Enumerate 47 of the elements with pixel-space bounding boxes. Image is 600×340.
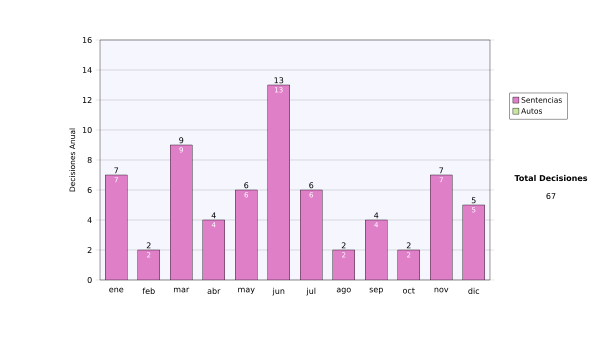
total-label: 4 [212,212,216,218]
bar [430,174,452,280]
y-tick-label: 0 [88,276,92,284]
x-tick-label: sep [370,288,383,294]
bar [268,84,290,280]
bar [398,250,420,280]
total-label: 4 [374,212,378,218]
x-tick-label: jul [306,288,316,296]
x-tick-label: ago [336,288,351,294]
y-tick-label: 8 [88,156,92,164]
bar [332,250,355,280]
total-label: 6 [244,182,248,188]
total-label: 2 [146,242,150,248]
bar [105,174,128,280]
y-tick-label: 6 [88,186,92,194]
x-tick-label: abr [208,288,220,294]
total-label: 7 [114,167,118,174]
bar [462,204,485,280]
x-tick-label: nov [434,288,448,292]
x-tick-label: oct [402,288,415,294]
total-label: 13 [274,77,284,84]
y-tick-label: 14 [82,67,92,73]
total-label: 2 [342,242,346,248]
bar [202,220,225,280]
y-tick-label: 2 [88,247,92,253]
x-tick-label: feb [142,288,155,294]
total-label: 9 [179,137,184,144]
text: Total Decisiones [514,174,588,182]
y-tick-label: 12 [82,97,92,103]
total-label: 2 [406,242,410,248]
bar [170,144,192,280]
total-label: 5 [472,197,476,204]
x-tick-label: may [238,288,255,294]
y-tick-label: 10 [82,126,92,134]
text: 67 [546,192,556,200]
total-label: 6 [309,182,314,188]
x-tick-label: mar [174,288,190,292]
x-tick-label: jun [272,288,284,296]
y-tick-label: 16 [82,36,92,44]
total-label: 7 [439,167,444,174]
bar [138,250,160,280]
bar [300,190,322,280]
y-tick-label: 4 [88,217,92,223]
x-tick-label: ene [109,288,124,292]
bar [235,190,258,280]
bar [365,220,388,280]
x-tick-label: dic [468,288,480,294]
